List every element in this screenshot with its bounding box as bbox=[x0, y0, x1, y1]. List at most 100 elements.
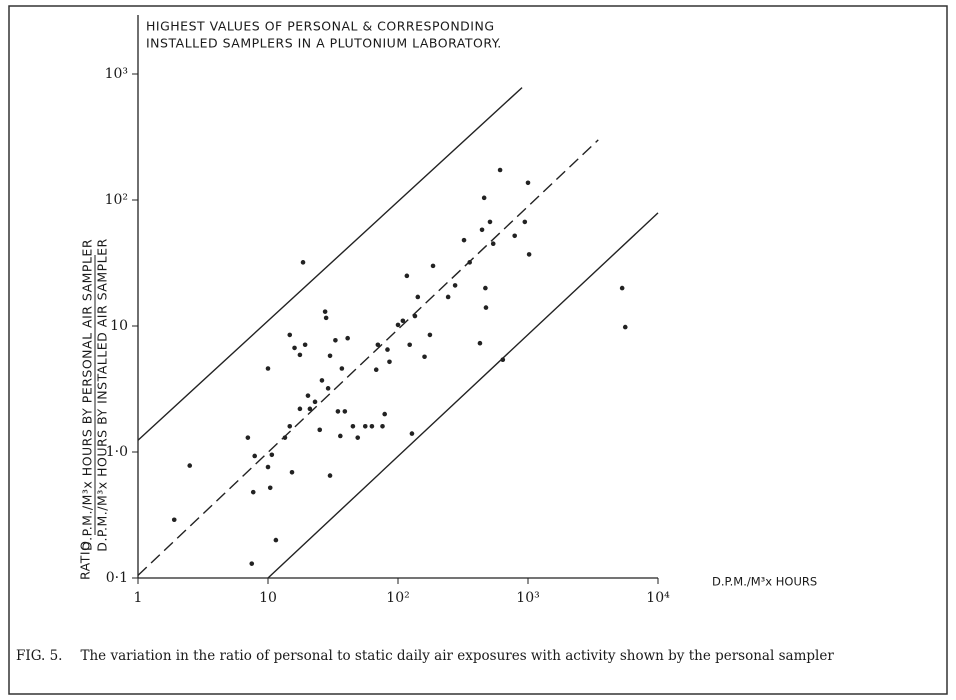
point bbox=[323, 315, 329, 321]
point bbox=[289, 470, 295, 475]
point bbox=[317, 427, 323, 433]
point bbox=[297, 406, 303, 412]
y-axis-label: RATIO bbox=[78, 541, 93, 580]
point bbox=[497, 167, 503, 173]
point bbox=[187, 463, 193, 468]
reference-line bbox=[137, 139, 599, 576]
point bbox=[452, 283, 458, 288]
point bbox=[335, 409, 341, 414]
point bbox=[300, 260, 306, 265]
point bbox=[350, 423, 356, 429]
x-tick-label: 1 bbox=[134, 590, 143, 606]
point bbox=[481, 195, 487, 201]
point bbox=[245, 435, 251, 440]
point bbox=[338, 433, 343, 439]
point bbox=[525, 180, 531, 186]
point bbox=[445, 294, 451, 300]
point bbox=[422, 354, 427, 360]
point bbox=[265, 464, 271, 470]
point bbox=[500, 357, 506, 363]
point bbox=[461, 237, 467, 243]
x-axis-label: D.P.M./M³x HOURS bbox=[712, 575, 817, 589]
point bbox=[325, 386, 331, 391]
point bbox=[483, 285, 488, 291]
y-tick-label: 10² bbox=[105, 192, 128, 208]
caption-text: The variation in the ratio of personal t… bbox=[80, 648, 834, 664]
point bbox=[333, 338, 338, 343]
point bbox=[467, 260, 472, 265]
point bbox=[409, 431, 415, 436]
point bbox=[269, 452, 275, 458]
point bbox=[252, 453, 257, 459]
point bbox=[342, 409, 348, 414]
point bbox=[250, 489, 256, 495]
point bbox=[387, 359, 392, 365]
point bbox=[282, 435, 288, 440]
point bbox=[395, 322, 401, 328]
point bbox=[526, 252, 532, 257]
point bbox=[619, 285, 625, 291]
point bbox=[412, 313, 418, 319]
point bbox=[345, 335, 350, 341]
caption: FIG. 5. The variation in the ratio of per… bbox=[16, 644, 946, 668]
point bbox=[479, 227, 485, 233]
point bbox=[319, 378, 325, 383]
point bbox=[487, 219, 493, 225]
point bbox=[369, 423, 375, 429]
point bbox=[312, 399, 318, 405]
point bbox=[297, 352, 303, 358]
point bbox=[522, 219, 528, 225]
point bbox=[415, 294, 421, 300]
point bbox=[362, 423, 368, 429]
point bbox=[355, 435, 361, 440]
point bbox=[373, 367, 379, 372]
point bbox=[385, 347, 390, 352]
chart-title: HIGHEST VALUES OF PERSONAL & CORRESPONDI… bbox=[146, 19, 495, 34]
point bbox=[171, 517, 177, 523]
y-axis-label: D.P.M./M³x HOURS BY PERSONAL AIR SAMPLER bbox=[80, 239, 95, 551]
x-tick-label: 10³ bbox=[516, 590, 539, 606]
point bbox=[512, 233, 517, 239]
caption-label: FIG. 5. bbox=[16, 648, 63, 664]
point bbox=[302, 342, 308, 348]
point bbox=[327, 353, 333, 359]
y-tick-label: 10 bbox=[110, 318, 128, 334]
point bbox=[382, 411, 387, 417]
point bbox=[407, 342, 412, 348]
point bbox=[477, 340, 483, 346]
x-tick-label: 10 bbox=[259, 590, 277, 606]
x-tick-label: 10² bbox=[386, 590, 409, 606]
point bbox=[305, 393, 311, 398]
y-tick-label: 1·0 bbox=[106, 444, 128, 460]
y-tick-label: 0·1 bbox=[106, 570, 128, 586]
point bbox=[287, 332, 293, 338]
point bbox=[622, 324, 628, 330]
point bbox=[483, 305, 489, 310]
chart-title: INSTALLED SAMPLERS IN A PLUTONIUM LABORA… bbox=[146, 36, 502, 51]
frame bbox=[8, 5, 948, 695]
point bbox=[375, 342, 381, 348]
point bbox=[430, 263, 436, 269]
point bbox=[404, 273, 410, 279]
point bbox=[292, 345, 297, 351]
y-tick-label: 10³ bbox=[105, 66, 128, 82]
point bbox=[380, 423, 385, 429]
point bbox=[267, 485, 273, 491]
point bbox=[307, 406, 313, 412]
reference-line bbox=[267, 212, 659, 579]
y-axis-label: D.P.M./M³x HOURS BY INSTALLED AIR SAMPLE… bbox=[95, 238, 110, 551]
point bbox=[273, 537, 279, 543]
point bbox=[427, 332, 433, 338]
point bbox=[287, 423, 293, 429]
point bbox=[249, 561, 255, 566]
reference-line bbox=[137, 87, 523, 441]
x-tick-label: 10⁴ bbox=[646, 590, 670, 606]
point bbox=[327, 473, 333, 478]
point bbox=[322, 309, 328, 314]
point bbox=[265, 366, 271, 371]
point bbox=[400, 318, 406, 324]
point bbox=[490, 241, 496, 246]
point bbox=[339, 366, 345, 371]
